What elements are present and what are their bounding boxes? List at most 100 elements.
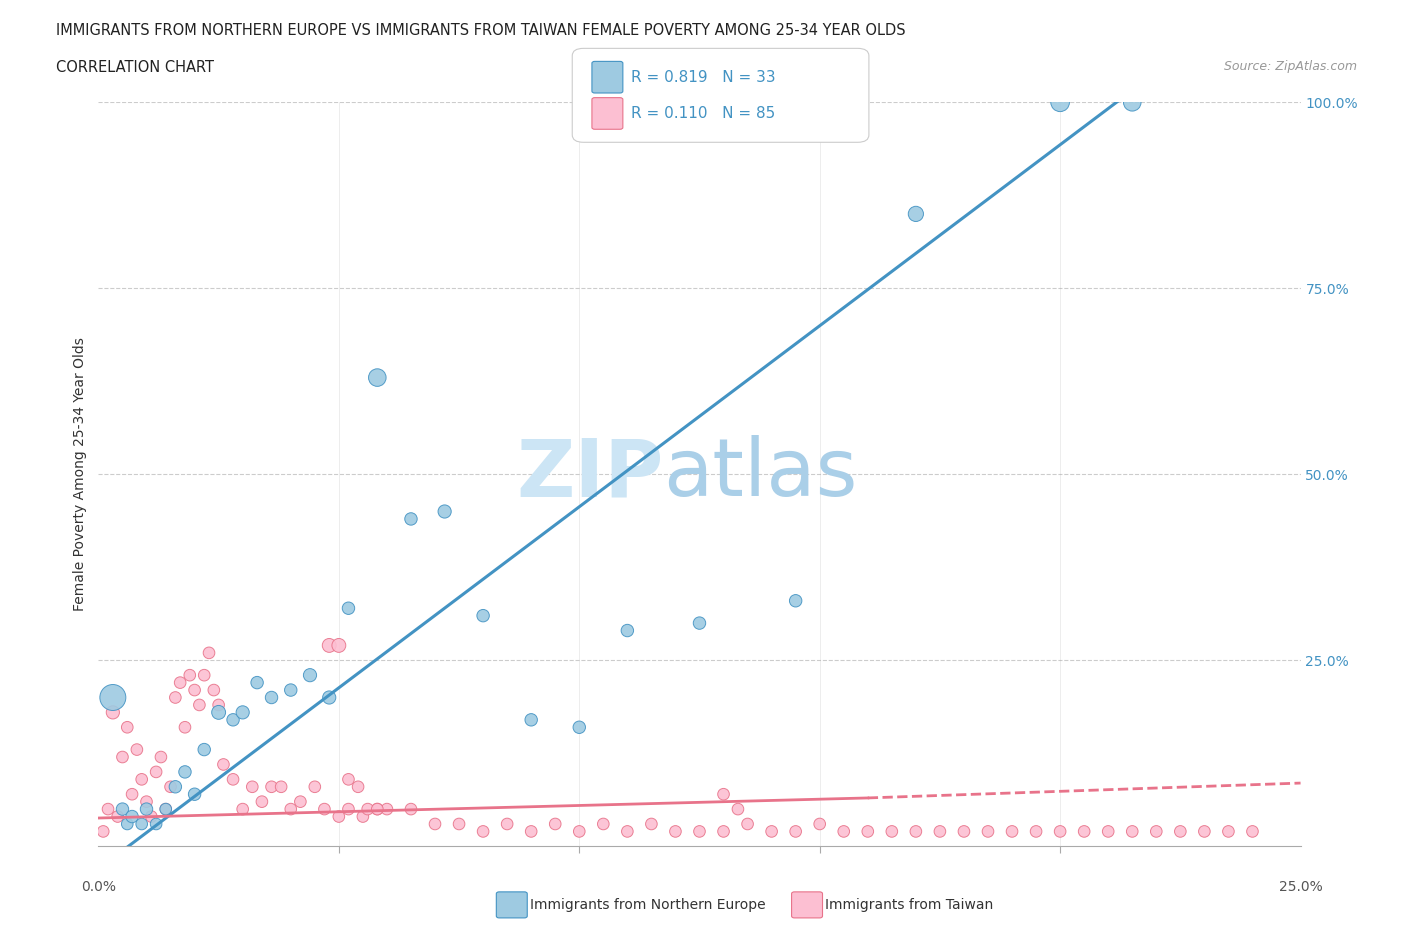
Point xyxy=(232,705,254,720)
Point xyxy=(165,779,187,794)
Text: atlas: atlas xyxy=(664,435,858,513)
Point xyxy=(131,772,153,787)
Point xyxy=(304,779,326,794)
Point xyxy=(222,712,245,727)
Point xyxy=(616,824,638,839)
Point xyxy=(318,638,340,653)
Point xyxy=(111,750,134,764)
Text: ZIP: ZIP xyxy=(516,435,664,513)
Point xyxy=(198,645,221,660)
Point xyxy=(141,809,163,824)
Point xyxy=(232,802,254,817)
Point xyxy=(568,720,591,735)
Point xyxy=(347,779,370,794)
Text: R = 0.110   N = 85: R = 0.110 N = 85 xyxy=(631,106,776,121)
Text: 0.0%: 0.0% xyxy=(82,880,115,894)
Point xyxy=(689,824,711,839)
Point xyxy=(689,616,711,631)
Point xyxy=(1049,824,1071,839)
Point xyxy=(193,742,215,757)
Point xyxy=(155,802,177,817)
Point xyxy=(314,802,336,817)
Y-axis label: Female Poverty Among 25-34 Year Olds: Female Poverty Among 25-34 Year Olds xyxy=(73,338,87,611)
Point xyxy=(169,675,191,690)
Point xyxy=(101,705,124,720)
Point xyxy=(496,817,519,831)
Point xyxy=(592,817,614,831)
Point xyxy=(145,817,167,831)
Text: CORRELATION CHART: CORRELATION CHART xyxy=(56,60,214,75)
Point xyxy=(145,764,167,779)
Point xyxy=(1121,95,1143,110)
Point xyxy=(357,802,380,817)
Text: IMMIGRANTS FROM NORTHERN EUROPE VS IMMIGRANTS FROM TAIWAN FEMALE POVERTY AMONG 2: IMMIGRANTS FROM NORTHERN EUROPE VS IMMIG… xyxy=(56,23,905,38)
Point xyxy=(260,690,283,705)
Point xyxy=(433,504,456,519)
Point xyxy=(165,690,187,705)
Point xyxy=(179,668,201,683)
Point xyxy=(246,675,269,690)
Point xyxy=(352,809,374,824)
Point xyxy=(366,370,388,385)
Point xyxy=(174,764,197,779)
Point xyxy=(131,817,153,831)
Point xyxy=(568,824,591,839)
Point xyxy=(149,750,172,764)
Point xyxy=(280,683,302,698)
Point xyxy=(337,772,360,787)
Point xyxy=(121,787,143,802)
Point xyxy=(183,787,205,802)
Point xyxy=(904,824,927,839)
Point xyxy=(713,824,735,839)
Point xyxy=(290,794,312,809)
Point xyxy=(520,824,543,839)
Point xyxy=(366,802,388,817)
Point xyxy=(423,817,446,831)
Point xyxy=(318,690,340,705)
Point xyxy=(193,668,215,683)
Point xyxy=(447,817,470,831)
Point xyxy=(375,802,398,817)
Point xyxy=(117,720,139,735)
Point xyxy=(1218,824,1240,839)
Text: Immigrants from Taiwan: Immigrants from Taiwan xyxy=(825,897,994,912)
Point xyxy=(208,698,231,712)
Point xyxy=(208,705,231,720)
Point xyxy=(328,638,350,653)
Point xyxy=(337,601,360,616)
Point xyxy=(472,608,495,623)
Point xyxy=(1025,824,1047,839)
Point xyxy=(761,824,783,839)
Point xyxy=(188,698,211,712)
Point xyxy=(240,779,263,794)
Point xyxy=(155,802,177,817)
Point xyxy=(366,802,388,817)
Point xyxy=(183,683,205,698)
Point xyxy=(880,824,903,839)
Point xyxy=(904,206,927,221)
Text: Immigrants from Northern Europe: Immigrants from Northern Europe xyxy=(530,897,766,912)
Point xyxy=(159,779,181,794)
Point xyxy=(111,802,134,817)
Point xyxy=(1097,824,1119,839)
Point xyxy=(616,623,638,638)
Point xyxy=(202,683,225,698)
Point xyxy=(544,817,567,831)
Point xyxy=(977,824,1000,839)
Point xyxy=(1073,824,1095,839)
Point xyxy=(808,817,831,831)
Point xyxy=(1241,824,1264,839)
Point xyxy=(832,824,855,839)
Point xyxy=(117,817,139,831)
Point xyxy=(270,779,292,794)
Point xyxy=(1121,824,1143,839)
Point xyxy=(1001,824,1024,839)
Text: R = 0.819   N = 33: R = 0.819 N = 33 xyxy=(631,70,776,85)
Point xyxy=(953,824,976,839)
Point xyxy=(713,787,735,802)
Point xyxy=(212,757,235,772)
Point xyxy=(520,712,543,727)
Point xyxy=(107,809,129,824)
Point xyxy=(737,817,759,831)
Point xyxy=(928,824,950,839)
